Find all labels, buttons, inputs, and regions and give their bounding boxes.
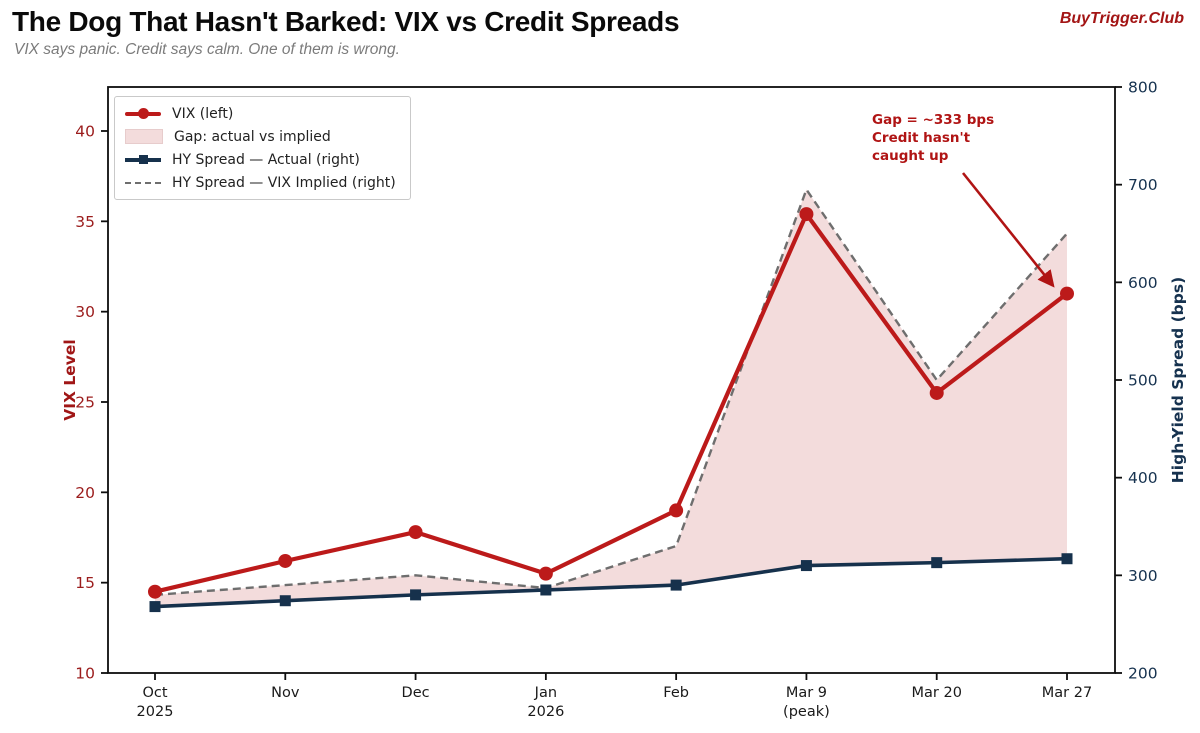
vix-point	[538, 566, 553, 581]
hy-implied-line	[154, 186, 1068, 597]
right-axis-tick-label: 600	[1128, 274, 1158, 292]
x-axis-tick-label: 2025	[137, 704, 174, 720]
right-axis-title: High-Yield Spread (bps)	[1169, 276, 1187, 484]
hy-actual-point	[1061, 553, 1073, 565]
vix-point	[799, 207, 814, 222]
gap-annotation: Gap = ~333 bps Credit hasn't caught up	[872, 112, 995, 164]
right-axis-tick-label: 800	[1128, 79, 1158, 97]
legend-label: HY Spread — VIX Implied (right)	[172, 174, 396, 191]
vix-point	[929, 385, 944, 400]
vix-line-marker-icon	[125, 108, 161, 119]
left-axis-title: VIX Level	[61, 339, 79, 421]
legend-item-gap: Gap: actual vs implied	[125, 127, 396, 146]
chart-legend: VIX (left) Gap: actual vs implied HY Spr…	[114, 96, 411, 200]
x-axis-tick-label: Feb	[663, 685, 689, 701]
x-axis-tick-label: Oct	[142, 685, 167, 701]
left-axis-tick-label: 15	[75, 574, 95, 592]
legend-item-hy-actual: HY Spread — Actual (right)	[125, 150, 396, 169]
hy-actual-point	[931, 557, 943, 569]
legend-item-vix: VIX (left)	[125, 104, 396, 123]
x-axis-tick-label: Mar 20	[912, 685, 962, 701]
page-title: The Dog That Hasn't Barked: VIX vs Credi…	[12, 6, 680, 37]
legend-item-hy-implied: HY Spread — VIX Implied (right)	[125, 173, 396, 192]
right-axis-tick-label: 400	[1128, 469, 1158, 487]
gap-area-swatch-icon	[125, 129, 163, 144]
hy-actual-point	[149, 601, 161, 613]
gap-fill-area	[155, 189, 1067, 607]
right-axis-tick-label: 300	[1128, 567, 1158, 585]
left-axis-tick-label: 10	[75, 665, 95, 683]
annotation-arrow	[961, 172, 1055, 288]
right-axis-tick-label: 200	[1128, 665, 1158, 683]
left-axis-tick-label: 35	[75, 213, 95, 231]
left-axis-tick-label: 30	[75, 303, 95, 321]
page-subtitle: VIX says panic. Credit says calm. One of…	[14, 41, 400, 58]
legend-label: HY Spread — Actual (right)	[172, 151, 360, 168]
hy-actual-line	[154, 556, 1068, 609]
x-axis-tick-label: Dec	[402, 685, 430, 701]
vix-point	[278, 553, 293, 568]
legend-label: VIX (left)	[172, 105, 234, 122]
left-axis-tick-label: 25	[75, 393, 95, 411]
x-axis-tick-label: Jan	[534, 685, 557, 701]
x-axis-tick-label: 2026	[527, 704, 564, 720]
x-axis-tick-label: Nov	[271, 685, 300, 701]
hy-actual-point	[279, 595, 291, 607]
hy-actual-point	[670, 579, 682, 591]
right-axis-tick-label: 500	[1128, 372, 1158, 390]
vix-point	[408, 525, 423, 540]
vix-point	[1060, 286, 1074, 301]
hy-actual-point	[800, 560, 812, 572]
hy-actual-line-marker-icon	[125, 155, 161, 164]
vix-line	[154, 212, 1069, 594]
vix-point	[148, 584, 162, 599]
left-axis-tick-label: 20	[75, 484, 95, 502]
hy-actual-point	[540, 584, 552, 596]
x-axis-tick-label: (peak)	[783, 704, 830, 720]
left-axis-tick-label: 40	[75, 122, 95, 140]
legend-label: Gap: actual vs implied	[174, 128, 331, 145]
x-axis-tick-label: Mar 9	[786, 685, 827, 701]
hy-implied-dashed-line-icon	[125, 181, 161, 184]
hy-actual-point	[410, 589, 422, 601]
right-axis-tick-label: 700	[1128, 176, 1158, 194]
brand-watermark: BuyTrigger.Club	[1059, 10, 1184, 27]
vix-point	[669, 503, 684, 518]
x-axis-tick-label: Mar 27	[1042, 685, 1092, 701]
